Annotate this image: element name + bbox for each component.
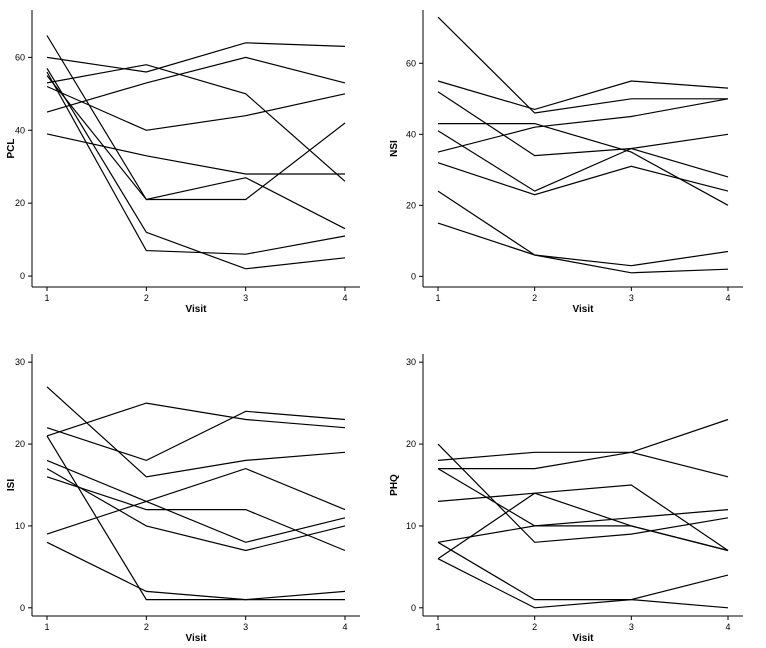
chart-3-series-line-4: [46, 435, 345, 601]
chart-3-series-line-6: [46, 468, 346, 552]
chart-3-y-axis-title: ISI: [6, 479, 17, 491]
chart-2-x-tick-label: 2: [532, 293, 537, 303]
chart-2-y-tick-label: 20: [406, 200, 416, 210]
chart-1-series-line-9: [46, 133, 345, 175]
chart-2-y-tick-label: 40: [406, 129, 416, 139]
chart-2-y-tick-label: 0: [411, 271, 416, 281]
chart-1-x-axis-title: Visit: [186, 304, 208, 315]
chart-4-x-tick-label: 3: [629, 622, 634, 632]
chart-1-series-line-3: [46, 71, 346, 255]
isi-line-chart: 0 10 20 30 1 2 3 4 Visit ISI: [6, 354, 360, 644]
chart-1-series-line-8: [46, 56, 346, 113]
chart-1-series-line-5: [46, 64, 346, 182]
chart-3-x-tick-label: 3: [243, 622, 248, 632]
chart-4-series-line-5: [437, 484, 729, 551]
chart-3-x-axis-title: Visit: [186, 633, 208, 644]
chart-1-series-line-4: [46, 75, 346, 230]
chart-3-series-line-7: [46, 476, 346, 552]
chart-4-y-axis-title: PHQ: [389, 474, 400, 496]
chart-4-series-line-3: [438, 418, 729, 470]
chart-2-y-axis-title: NSI: [389, 140, 400, 157]
chart-4-x-tick-label: 4: [725, 622, 730, 632]
chart-1-series-line-1: [46, 35, 346, 201]
chart-3-series-line-5: [46, 459, 346, 543]
chart-3-series-line-2: [46, 410, 346, 462]
nsi-line-chart: 0 20 40 60 1 2 3 4 Visit NSI: [389, 10, 743, 315]
chart-2-y-tick-label: 60: [406, 58, 416, 68]
chart-4-series-line-1: [437, 443, 729, 543]
chart-4-x-tick-label: 2: [532, 622, 537, 632]
chart-4-x-tick-label: 1: [435, 622, 440, 632]
chart-4-y-tick-label: 30: [406, 357, 416, 367]
chart-1-x-tick-label: 2: [144, 293, 149, 303]
chart-1-x-tick-label: 4: [342, 293, 347, 303]
chart-2-x-tick-label: 4: [725, 293, 730, 303]
chart-1-y-tick-label: 40: [15, 125, 25, 135]
chart-4-series-line-6: [437, 509, 729, 543]
pcl-chart-panel: 0 20 40 60 1 2 3 4 Visit PCL: [0, 0, 383, 324]
chart-2-series-line-2: [437, 80, 729, 111]
chart-3-y-tick-label: 0: [20, 603, 25, 613]
chart-1-x-tick-label: 3: [243, 293, 248, 303]
isi-chart-panel: 0 10 20 30 1 2 3 4 Visit ISI: [0, 324, 383, 648]
chart-4-y-tick-label: 20: [406, 439, 416, 449]
chart-1-y-axis-title: PCL: [6, 139, 17, 159]
chart-2-series-line-1: [437, 16, 728, 114]
pcl-line-chart: 0 20 40 60 1 2 3 4 Visit PCL: [6, 10, 360, 315]
chart-4-series-line-9: [437, 558, 729, 609]
chart-1-y-tick-label: 60: [15, 52, 25, 62]
phq-line-chart: 0 10 20 30 1 2 3 4 Visit PHQ: [389, 354, 743, 644]
chart-3-y-tick-label: 20: [15, 439, 25, 449]
chart-2-x-axis-title: Visit: [573, 304, 595, 315]
phq-chart-panel: 0 10 20 30 1 2 3 4 Visit PHQ: [383, 324, 766, 648]
chart-3-x-tick-label: 4: [342, 622, 347, 632]
chart-3-series-line-8: [46, 467, 346, 535]
chart-2-x-tick-label: 3: [629, 293, 634, 303]
chart-2-series-line-6: [437, 98, 729, 153]
chart-4-x-axis-title: Visit: [573, 633, 595, 644]
chart-3-series-line-9: [46, 541, 346, 601]
chart-1-series-line-6: [46, 85, 346, 131]
chart-1-y-tick-label: 20: [15, 198, 25, 208]
chart-4-y-tick-label: 0: [411, 603, 416, 613]
chart-1-x-tick-label: 1: [44, 293, 49, 303]
chart-2-series-line-8: [437, 190, 729, 274]
chart-1-y-tick-label: 0: [20, 271, 25, 281]
chart-3-y-tick-label: 30: [15, 357, 25, 367]
chart-2-series-line-9: [437, 222, 729, 267]
chart-2-series-line-7: [437, 162, 729, 196]
chart-3-x-tick-label: 2: [144, 622, 149, 632]
nsi-chart-panel: 0 20 40 60 1 2 3 4 Visit NSI: [383, 0, 766, 324]
chart-3-series-line-1: [46, 386, 346, 478]
chart-1-series-line-2: [46, 67, 346, 270]
chart-3-y-tick-label: 10: [15, 521, 25, 531]
chart-4-y-tick-label: 10: [406, 521, 416, 531]
chart-4-series-line-2: [437, 451, 729, 478]
chart-3-x-tick-label: 1: [44, 622, 49, 632]
chart-2-series-line-5: [437, 130, 729, 192]
chart-1-series-line-7: [46, 42, 346, 73]
chart-4-series-line-7: [437, 541, 729, 609]
chart-2-x-tick-label: 1: [435, 293, 440, 303]
chart-3-series-line-3: [46, 402, 346, 437]
chart-4-series-line-8: [437, 492, 729, 560]
